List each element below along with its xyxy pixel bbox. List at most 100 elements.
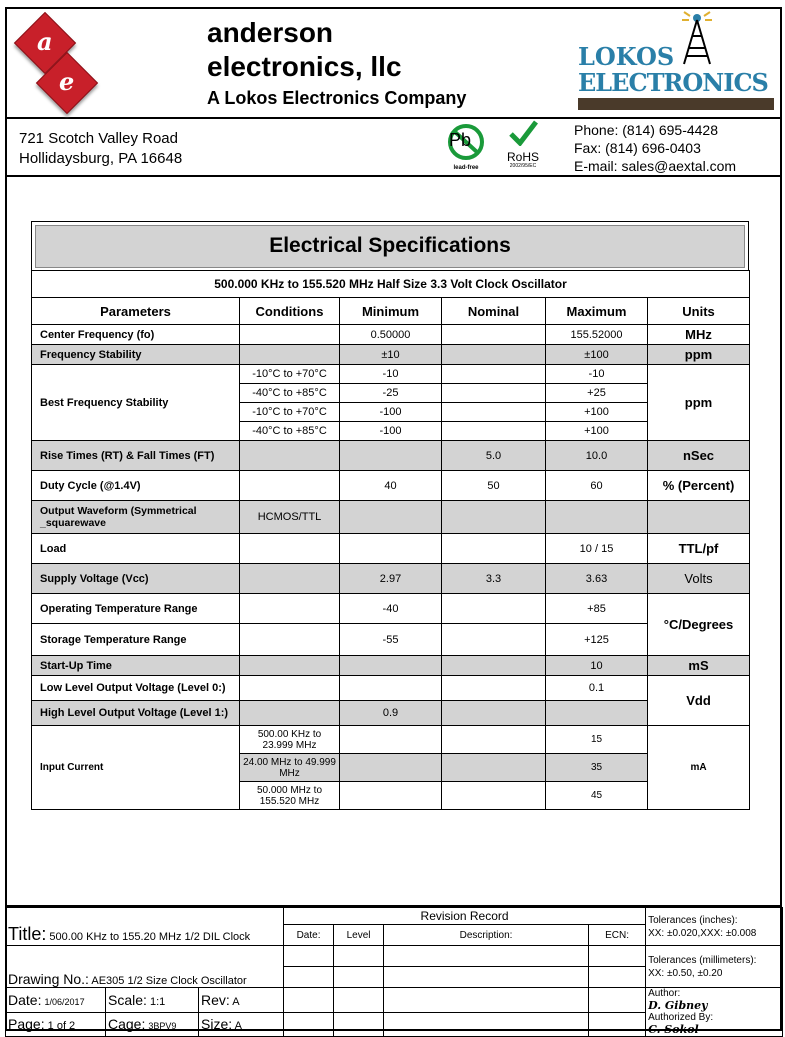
table-row: Frequency Stability ±10 ±100 ppm	[31, 344, 751, 365]
column-header: Units	[646, 297, 751, 325]
contact-info: Phone: (814) 695-4428 Fax: (814) 696-0403…	[574, 122, 737, 174]
nominal	[441, 402, 546, 422]
condition	[239, 440, 340, 471]
email-link[interactable]: E-mail: sales@aextal.com	[574, 158, 737, 174]
parameter-name: Start-Up Time	[31, 655, 240, 676]
maximum: 10 / 15	[545, 533, 648, 564]
condition	[239, 623, 340, 656]
maximum: -10	[545, 364, 648, 384]
maximum: 35	[545, 753, 648, 782]
table-row: Output Waveform (Symmetrical _squarewave…	[31, 500, 751, 534]
table-row: Storage Temperature Range -55 +125	[31, 623, 750, 656]
condition: -10°C to +70°C	[239, 402, 340, 422]
units: mS	[646, 655, 751, 676]
minimum: -100	[339, 402, 442, 422]
company-name: anderson electronics, llc	[207, 17, 402, 82]
minimum: ±10	[339, 344, 442, 365]
maximum: 0.1	[545, 675, 648, 701]
checkmark-icon	[509, 120, 538, 147]
table-row: 50.000 MHz to 155.520 MHz 45	[32, 781, 750, 810]
tolerances-inches: Tolerances (inches): XX: ±0.020,XXX: ±0.0…	[645, 907, 784, 946]
nominal: 5.0	[441, 440, 546, 471]
nominal: 3.3	[441, 563, 546, 594]
condition	[239, 533, 340, 564]
maximum: ±100	[545, 344, 648, 365]
authorizer-signature: C. Sokol	[648, 1023, 699, 1036]
units: mA	[646, 725, 751, 810]
spec-table: 500.000 KHz to 155.520 MHz Half Size 3.3…	[30, 270, 751, 810]
column-header: Conditions	[239, 297, 340, 325]
table-row: 24.00 MHz to 49.999 MHz 35	[32, 753, 750, 782]
units: ppm	[646, 344, 751, 365]
maximum: 155.52000	[545, 324, 648, 345]
minimum: 40	[339, 470, 442, 501]
minimum: -25	[339, 383, 442, 403]
parameter-name: Load	[31, 533, 240, 564]
minimum	[339, 675, 442, 701]
condition	[239, 344, 340, 365]
parameter-name: Low Level Output Voltage (Level 0:)	[31, 675, 240, 701]
nominal	[441, 593, 546, 624]
title-block: Title: 500.00 KHz to 155.20 MHz 1/2 DIL …	[4, 905, 784, 1037]
table-row: Input Current 500.00 KHz to 23.999 MHz 15 m…	[31, 725, 751, 810]
units: % (Percent)	[646, 470, 751, 501]
maximum: 45	[545, 781, 648, 810]
condition: 24.00 MHz to 49.999 MHz	[239, 753, 340, 782]
units: nSec	[646, 440, 751, 471]
condition: HCMOS/TTL	[239, 500, 340, 534]
header: a e	[5, 7, 782, 119]
no-lead-icon	[448, 124, 484, 160]
table-row: Best Frequency Stability -10°C to +70°C -1…	[31, 364, 751, 441]
nominal	[441, 655, 546, 676]
units: °C/Degrees	[646, 593, 751, 656]
spec-subtitle: 500.000 KHz to 155.520 MHz Half Size 3.3…	[30, 270, 751, 298]
nominal	[441, 753, 546, 782]
minimum	[339, 655, 442, 676]
condition: -10°C to +70°C	[239, 364, 340, 384]
table-row: High Level Output Voltage (Level 1:) 0.9	[31, 700, 750, 726]
maximum: +100	[545, 421, 648, 441]
author-signature: D. Gibney	[648, 999, 708, 1012]
parameter-name: Input Current	[31, 725, 240, 810]
parameter-name: Rise Times (RT) & Fall Times (FT)	[31, 440, 240, 471]
table-row: Center Frequency (fo) 0.50000 155.52000 MHz	[31, 324, 751, 345]
units	[646, 500, 751, 534]
minimum: -40	[339, 593, 442, 624]
minimum	[339, 500, 442, 534]
drawing-title: 500.00 KHz to 155.20 MHz 1/2 DIL Clock	[49, 931, 251, 943]
nominal: 50	[441, 470, 546, 501]
nominal	[441, 421, 546, 441]
condition: 500.00 KHz to 23.999 MHz	[239, 725, 340, 754]
units: Vdd	[646, 675, 751, 726]
table-row: Low Level Output Voltage (Level 0:) 0.1 Vd…	[31, 675, 751, 726]
signatures: Author: D. Gibney Authorized By: C. Sokol	[645, 987, 784, 1037]
condition	[239, 655, 340, 676]
maximum: +25	[545, 383, 648, 403]
minimum	[339, 440, 442, 471]
title-block-table: Title: 500.00 KHz to 155.20 MHz 1/2 DIL …	[4, 907, 784, 1037]
minimum	[339, 533, 442, 564]
parameter-name: Operating Temperature Range	[31, 593, 240, 624]
column-header: Minimum	[339, 297, 442, 325]
table-row: -40°C to +85°C -100 +100	[32, 421, 750, 441]
units: ppm	[646, 364, 751, 441]
table-row: -10°C to +70°C -100 +100	[32, 402, 750, 422]
maximum	[545, 700, 648, 726]
column-header: Parameters	[31, 297, 240, 325]
street-address: 721 Scotch Valley Road Hollidaysburg, PA …	[19, 130, 183, 167]
minimum: 0.9	[339, 700, 442, 726]
nominal	[441, 533, 546, 564]
lokos-logo: LOKOS ELECTRONICS	[578, 44, 774, 110]
column-header: Maximum	[545, 297, 648, 325]
condition	[239, 700, 340, 726]
nominal	[441, 324, 546, 345]
nominal	[441, 623, 546, 656]
minimum: 0.50000	[339, 324, 442, 345]
units: TTL/pf	[646, 533, 751, 564]
address-bar	[5, 118, 782, 177]
table-row: Supply Voltage (Vcc) 2.97 3.3 3.63 Volts	[31, 563, 751, 594]
minimum: -55	[339, 623, 442, 656]
parameter-name: Storage Temperature Range	[31, 623, 240, 656]
table-row: Operating Temperature Range -40 +85 °C/Degr…	[31, 593, 751, 656]
company-tagline: A Lokos Electronics Company	[207, 88, 467, 108]
